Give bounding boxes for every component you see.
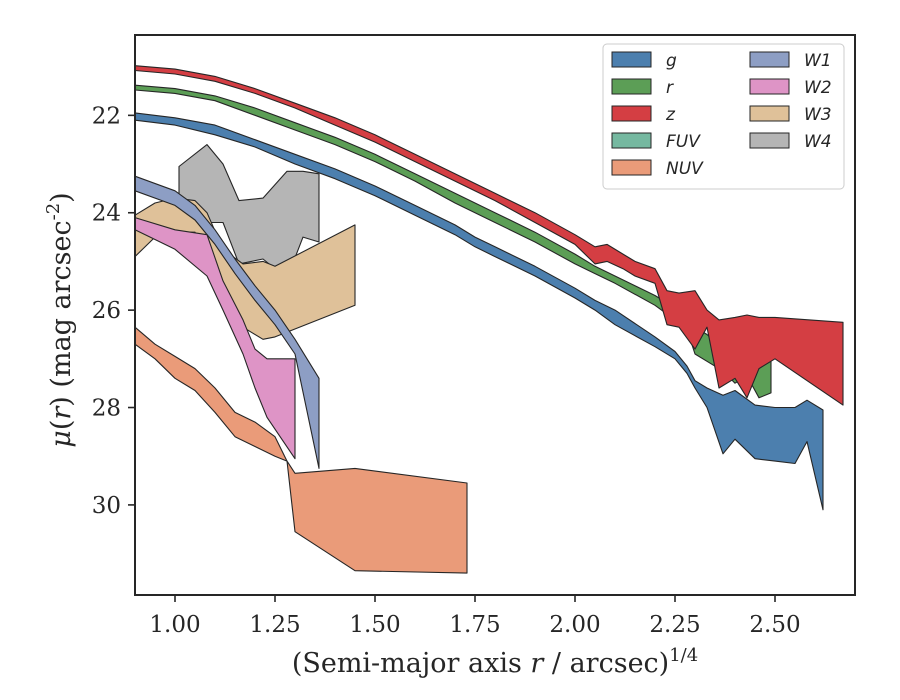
legend-label-w4: W4	[804, 132, 832, 152]
legend-swatch-w3	[749, 105, 790, 122]
x-tick-label: 1.25	[249, 612, 300, 638]
bands-layer	[134, 65, 844, 574]
band-w4	[178, 144, 320, 280]
x-tick-label: 1.75	[449, 612, 500, 638]
legend-label-w1: W1	[804, 51, 832, 71]
band-r	[134, 84, 772, 399]
legend-swatch-z	[611, 105, 652, 122]
x-tick-label: 1.00	[149, 612, 200, 638]
legend-label-r: r	[666, 78, 674, 98]
legend-label-w3: W3	[804, 105, 832, 125]
band-z	[134, 65, 844, 406]
y-tick-label: 22	[92, 103, 121, 129]
x-tick-label: 2.00	[549, 612, 600, 638]
legend-label-fuv: FUV	[666, 132, 701, 152]
y-tick-label: 28	[92, 396, 121, 422]
legend-swatch-w4	[749, 132, 790, 149]
legend-swatch-g	[611, 51, 652, 68]
plot-frame	[134, 34, 856, 596]
band-w1	[134, 175, 320, 469]
legend-label-w2: W2	[804, 78, 832, 98]
y-tick-label: 24	[92, 201, 121, 227]
y-tick-label: 26	[92, 298, 121, 324]
axes-layer: 1.00 1.25 1.50 1.75 2.00 2.25 2.50 22 24 26 28 30 (S…	[43, 34, 856, 679]
legend-swatch-w2	[749, 78, 790, 95]
legend: grz FUV NUV W1 W2 W3 W4	[602, 43, 845, 190]
x-tick-label: 2.25	[649, 612, 700, 638]
legend-label-nuv: NUV	[666, 159, 704, 179]
legend-swatch-nuv	[611, 159, 652, 176]
x-axis-title: (Semi-major axis r / arcsec)1/4	[292, 645, 698, 679]
x-tick-label: 2.50	[749, 612, 800, 638]
x-tick-label: 1.50	[349, 612, 400, 638]
band-w2	[134, 217, 296, 460]
y-tick-label: 30	[92, 493, 121, 519]
legend-label-z: z	[665, 105, 676, 125]
y-axis-title: μ(r) (mag arcsec-2)	[43, 192, 77, 447]
legend-swatch-w1	[749, 51, 790, 68]
band-nuv	[134, 326, 468, 574]
legend-swatch-r	[611, 78, 652, 95]
legend-label-g: g	[666, 51, 677, 71]
band-g	[134, 112, 824, 511]
legend-swatch-fuv	[611, 132, 652, 149]
